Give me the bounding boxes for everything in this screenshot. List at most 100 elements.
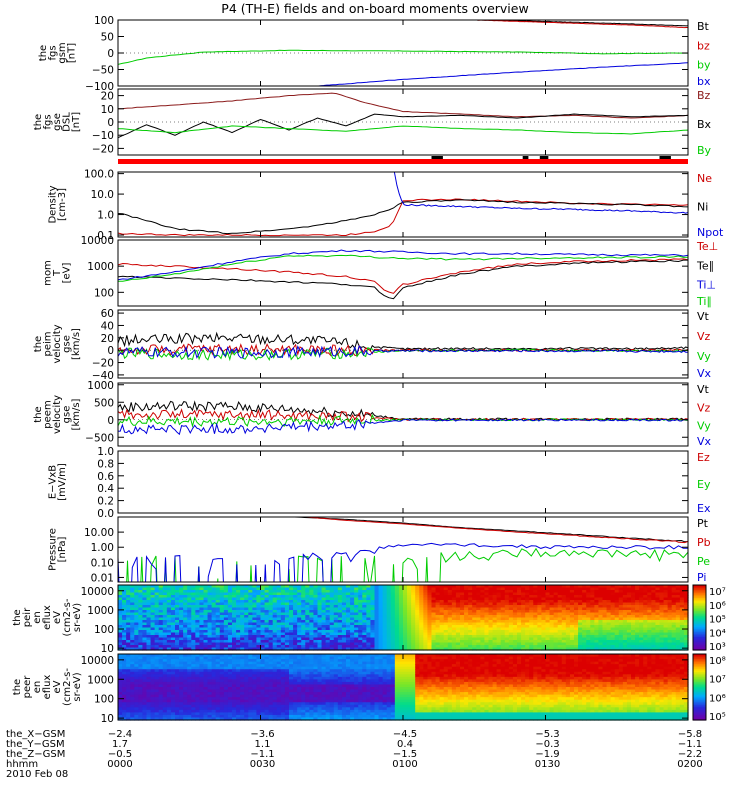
spectrogram-cell <box>211 656 217 660</box>
spectrogram-cell <box>647 627 652 631</box>
spectrogram-cell <box>142 597 148 601</box>
spectrogram-cell <box>610 612 616 616</box>
spectrogram-cell <box>122 712 127 716</box>
spectrogram-cell <box>142 585 148 589</box>
spectrogram-cell <box>517 627 522 631</box>
spectrogram-cell <box>512 635 518 639</box>
spectrogram-cell <box>415 585 420 589</box>
spectrogram-cell <box>138 707 144 711</box>
spectrogram-cell <box>411 590 416 594</box>
panel-6: 10005000−500thepeemvelocitygse[km/s]VtVz… <box>33 380 712 448</box>
spectrogram-cell <box>126 717 131 721</box>
spectrogram-cell <box>150 617 156 621</box>
spectrogram-cell <box>240 714 245 719</box>
spectrogram-cell <box>651 625 657 629</box>
spectrogram-cell <box>317 620 323 624</box>
spectrogram-cell <box>651 615 657 619</box>
spectrogram-cell <box>590 592 595 596</box>
spectrogram-cell <box>415 617 420 621</box>
spectrogram-cell <box>236 612 241 616</box>
spectrogram-cell <box>569 637 575 641</box>
spectrogram-cell <box>122 640 127 644</box>
spectrogram-cell <box>606 592 612 596</box>
spectrogram-cell <box>301 602 306 606</box>
spectrogram-cell <box>118 610 123 614</box>
spectrogram-cell <box>569 642 575 646</box>
spectrogram-cell <box>374 625 380 629</box>
spectrogram-cell <box>447 642 453 646</box>
spectrogram-cell <box>130 712 135 716</box>
spectrogram-cell <box>325 647 331 651</box>
spectrogram-cell <box>142 637 148 641</box>
spectrogram-cell <box>187 679 192 683</box>
spectrogram-cell <box>179 714 184 719</box>
spectrogram-cell <box>175 615 180 619</box>
spectrogram-cell <box>293 637 298 641</box>
spectrogram-cell <box>179 585 184 589</box>
spectrogram-cell <box>195 642 201 646</box>
spectrogram-cell <box>183 647 188 651</box>
spectrogram-cell <box>166 659 172 663</box>
spectrogram-cell <box>582 617 587 621</box>
spectrogram-cell <box>122 714 127 719</box>
spectrogram-cell <box>122 595 127 599</box>
spectrogram-cell <box>460 632 465 636</box>
spectrogram-cell <box>647 607 652 611</box>
spectrogram-cell <box>655 600 661 604</box>
spectrogram-cell <box>301 592 306 596</box>
spectrogram-cell <box>260 659 266 663</box>
spectrogram-cell <box>284 587 290 591</box>
spectrogram-cell <box>134 617 139 621</box>
spectrogram-cell <box>248 704 253 708</box>
spectrogram-cell <box>557 635 563 639</box>
spectrogram-cell <box>219 610 225 614</box>
spectrogram-cell <box>610 617 616 621</box>
spectrogram-cell <box>325 612 331 616</box>
spectrogram-cell <box>215 627 221 631</box>
panel-frame <box>117 239 689 307</box>
spectrogram-cell <box>472 620 477 624</box>
spectrogram-cell <box>565 607 571 611</box>
spectrogram-cell <box>374 590 380 594</box>
spectrogram-cell <box>529 612 534 616</box>
spectrogram-cell <box>134 707 139 711</box>
spectrogram-cell <box>203 645 209 649</box>
spectrogram-cell <box>655 607 661 611</box>
spectrogram-cell <box>232 697 237 701</box>
spectrogram-cell <box>211 632 217 636</box>
spectrogram-cell <box>170 674 176 678</box>
spectrogram-cell <box>183 590 188 594</box>
spectrogram-cell <box>382 625 388 629</box>
spectrogram-cell <box>398 632 404 636</box>
spectrogram-cell <box>435 600 441 604</box>
spectrogram-cell <box>162 602 168 606</box>
spectrogram-cell <box>146 671 152 675</box>
spectrogram-cell <box>203 684 209 688</box>
spectrogram-cell <box>476 645 481 649</box>
spectrogram-cell <box>264 647 270 651</box>
spectrogram-cell <box>150 630 156 634</box>
spectrogram-cell <box>663 615 669 619</box>
spectrogram-cell <box>199 602 205 606</box>
spectrogram-cell <box>451 610 457 614</box>
spectrogram-cell <box>419 642 424 646</box>
spectrogram-cell <box>618 622 624 626</box>
spectrogram-cell <box>333 600 339 604</box>
spectrogram-cell <box>415 592 420 596</box>
spectrogram-cell <box>215 607 221 611</box>
spectrogram-cell <box>195 681 201 686</box>
spectrogram-cell <box>403 600 408 604</box>
spectrogram-cell <box>203 587 209 591</box>
spectrogram-cell <box>386 647 392 651</box>
spectrogram-cell <box>333 620 339 624</box>
spectrogram-cell <box>138 659 144 663</box>
spectrogram-cell <box>321 585 327 589</box>
spectrogram-cell <box>586 620 591 624</box>
spectrogram-cell <box>460 637 465 641</box>
spectrogram-cell <box>223 679 229 683</box>
spectrogram-cell <box>118 595 123 599</box>
y-axis-label: Pressure[nPa] <box>47 528 68 571</box>
spectrogram-cell <box>134 585 139 589</box>
spectrogram-cell <box>191 664 196 668</box>
